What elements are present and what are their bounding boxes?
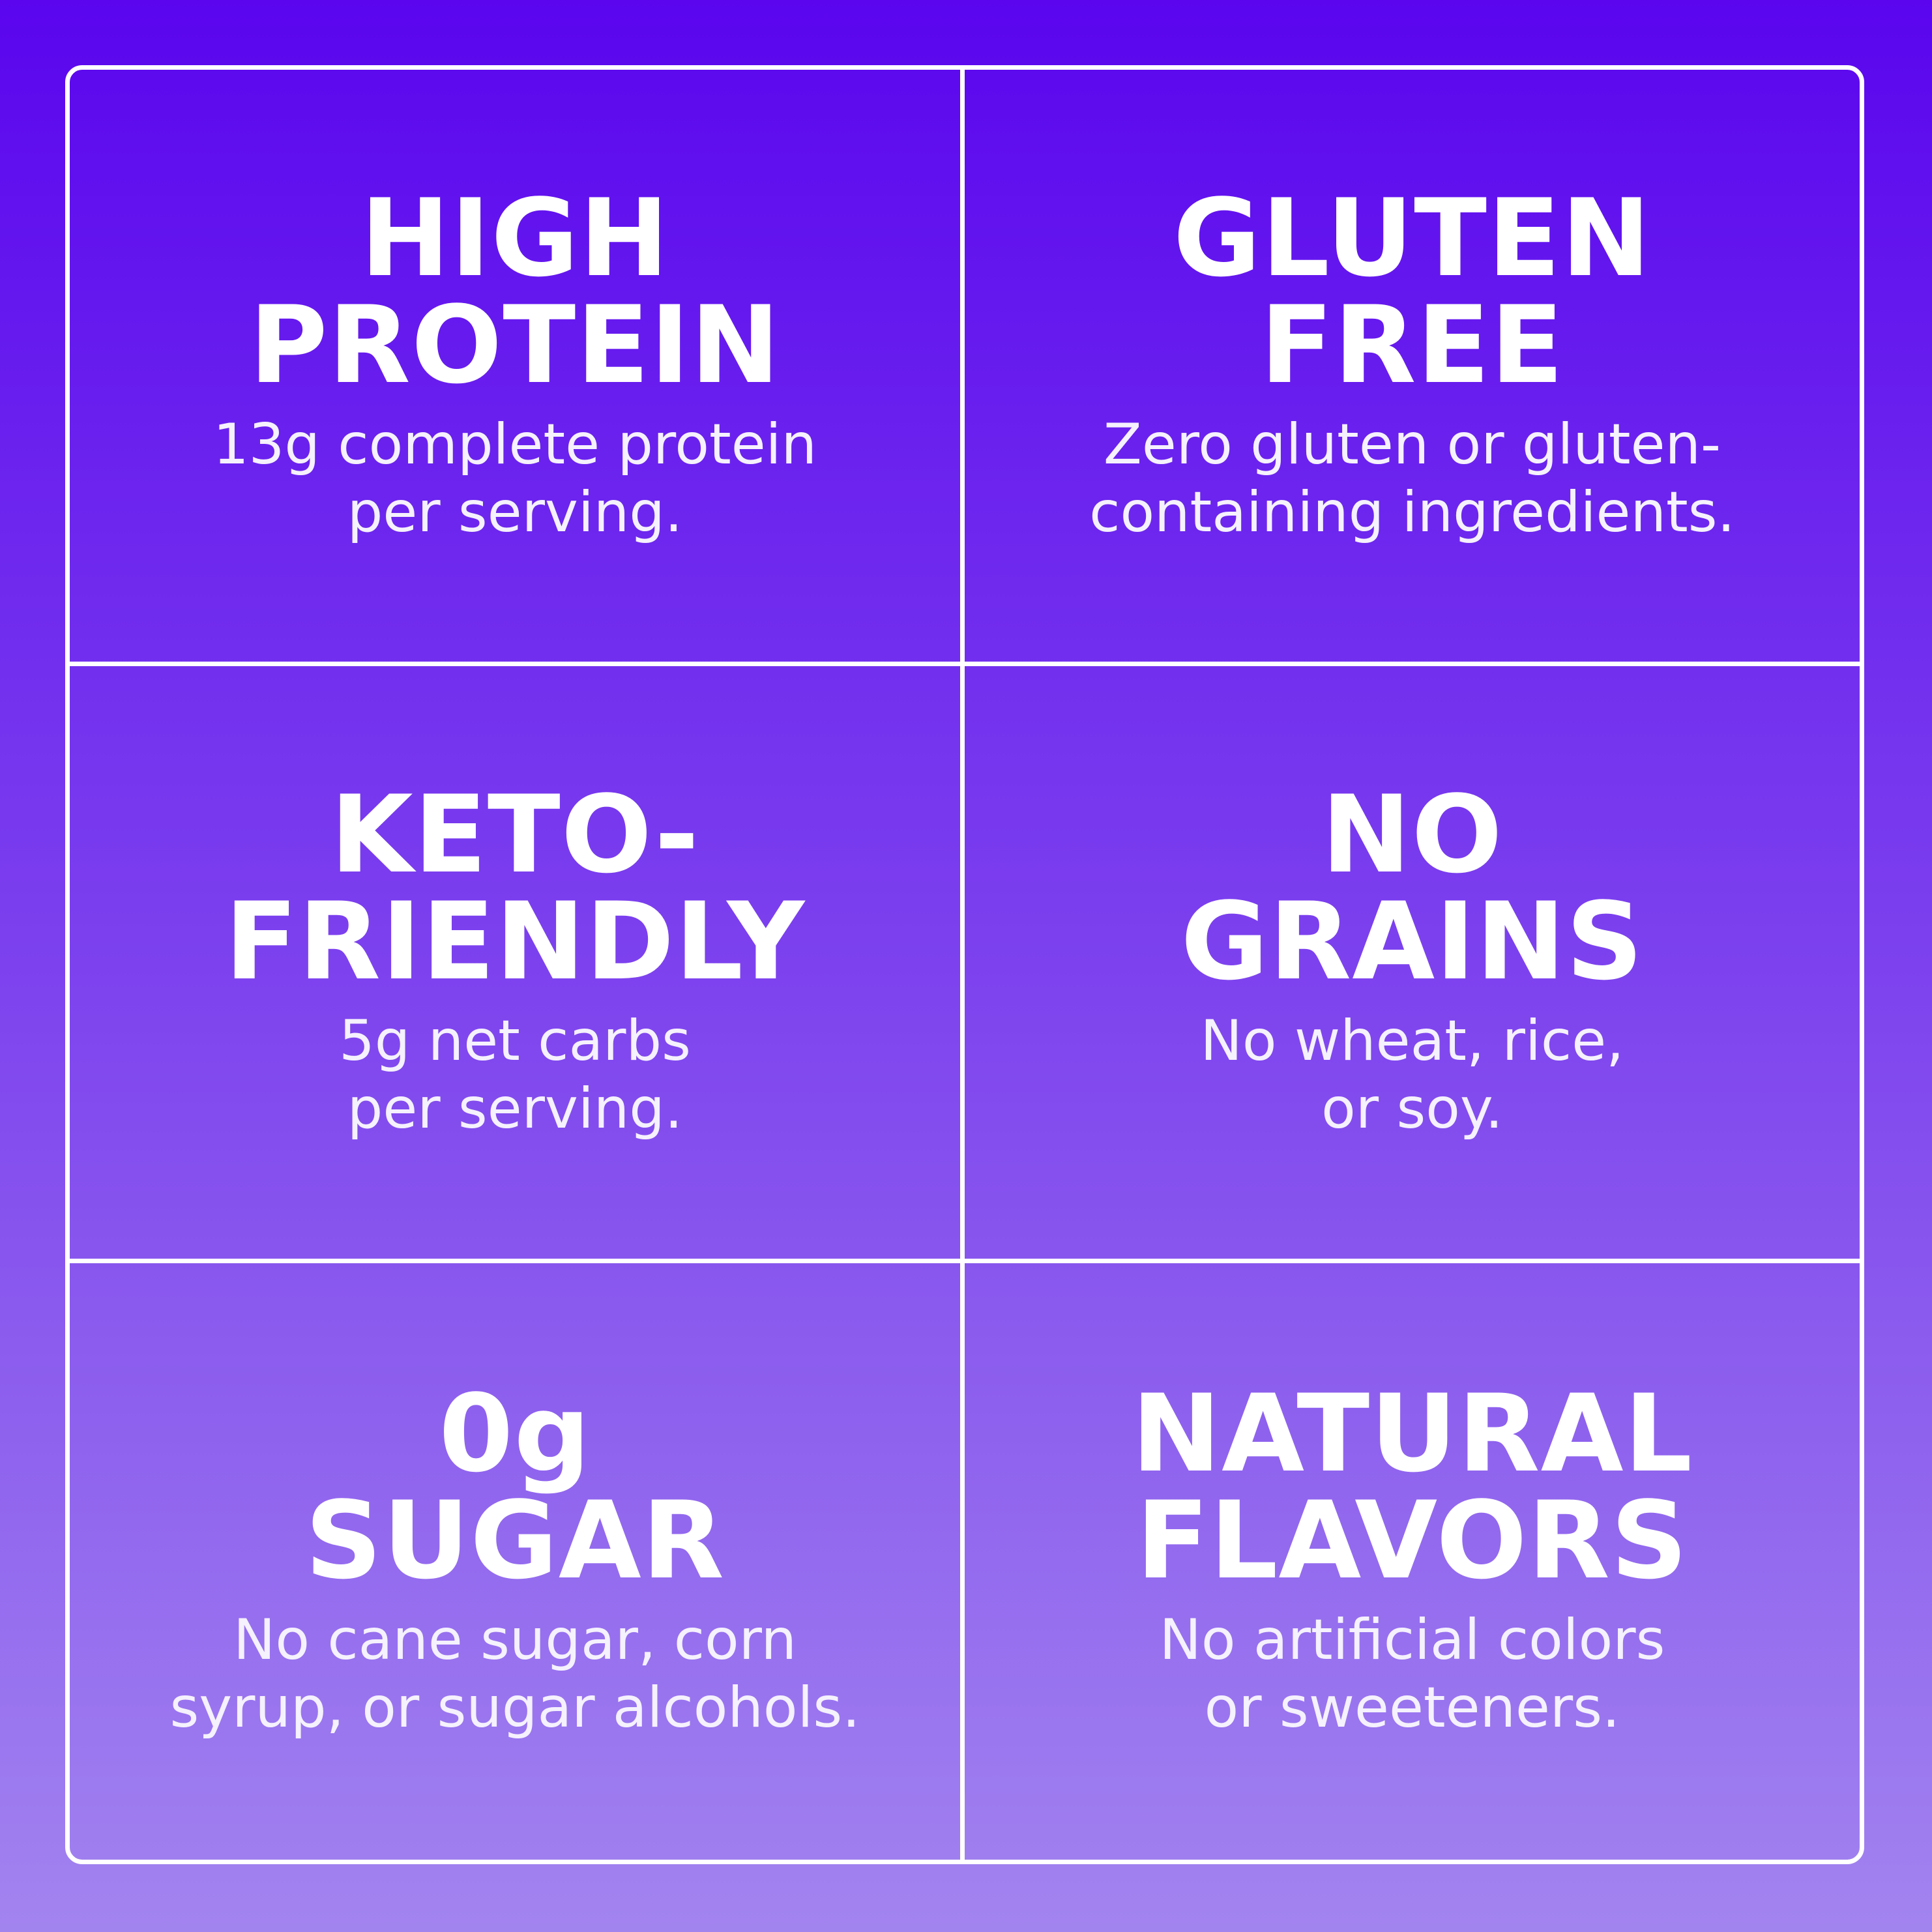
benefit-cell-0g-sugar: 0g SUGAR No cane sugar, corn syrup, or s… xyxy=(70,1263,965,1860)
benefit-description-line2: per serving. xyxy=(347,480,683,546)
benefit-title-line2: FLAVORS xyxy=(1135,1478,1689,1603)
benefit-description-line2: containing ingredients. xyxy=(1089,480,1735,546)
benefit-title: 0g SUGAR xyxy=(305,1381,725,1594)
benefit-description: 5g net carbs per serving. xyxy=(339,1007,691,1143)
benefit-title-line2: FRIENDLY xyxy=(224,879,806,1004)
benefit-description-line1: No artificial colors xyxy=(1159,1607,1665,1673)
benefit-title: KETO- FRIENDLY xyxy=(225,782,805,995)
benefit-description-line1: 13g complete protein xyxy=(212,412,817,478)
benefit-cell-no-grains: NO GRAINS No wheat, rice, or soy. xyxy=(965,666,1860,1263)
benefits-grid: HIGH PROTEIN 13g complete protein per se… xyxy=(65,65,1864,1864)
benefit-title-line2: SUGAR xyxy=(304,1478,725,1603)
benefit-title: NATURAL FLAVORS xyxy=(1132,1381,1693,1594)
benefit-title-line2: PROTEIN xyxy=(249,283,781,408)
benefit-cell-natural-flavors: NATURAL FLAVORS No artificial colors or … xyxy=(965,1263,1860,1860)
benefit-description: No cane sugar, corn syrup, or sugar alco… xyxy=(169,1606,860,1742)
benefit-description-line2: or sweeteners. xyxy=(1204,1675,1620,1741)
benefit-title: GLUTEN FREE xyxy=(1173,185,1652,399)
benefit-title-line1: HIGH xyxy=(360,176,670,301)
benefit-cell-keto-friendly: KETO- FRIENDLY 5g net carbs per serving. xyxy=(70,666,965,1263)
benefit-description: No artificial colors or sweeteners. xyxy=(1160,1606,1665,1742)
benefit-description-line2: syrup, or sugar alcohols. xyxy=(169,1675,860,1741)
benefit-description-line2: per serving. xyxy=(347,1076,683,1142)
benefit-description: 13g complete protein per serving. xyxy=(213,411,817,546)
benefit-description-line1: Zero gluten or gluten- xyxy=(1103,412,1721,478)
benefit-description-line2: or soy. xyxy=(1321,1076,1503,1142)
benefit-title-line1: GLUTEN xyxy=(1173,176,1652,301)
benefit-cell-high-protein: HIGH PROTEIN 13g complete protein per se… xyxy=(70,70,965,667)
benefit-title-line1: NO xyxy=(1321,772,1503,898)
benefit-title-line1: 0g xyxy=(439,1371,591,1497)
benefit-description: Zero gluten or gluten- containing ingred… xyxy=(1089,411,1735,546)
benefit-title: NO GRAINS xyxy=(1180,782,1643,995)
benefit-title-line1: NATURAL xyxy=(1131,1371,1693,1497)
benefit-description: No wheat, rice, or soy. xyxy=(1201,1007,1624,1143)
benefit-description-line1: No wheat, rice, xyxy=(1200,1008,1624,1074)
benefit-description-line1: 5g net carbs xyxy=(339,1008,691,1074)
benefit-description-line1: No cane sugar, corn xyxy=(233,1607,797,1673)
benefit-title-line2: GRAINS xyxy=(1180,879,1644,1004)
benefit-title-line2: FREE xyxy=(1260,283,1564,408)
benefit-title-line1: KETO- xyxy=(330,772,700,898)
benefit-cell-gluten-free: GLUTEN FREE Zero gluten or gluten- conta… xyxy=(965,70,1860,667)
benefit-title: HIGH PROTEIN xyxy=(249,185,780,399)
